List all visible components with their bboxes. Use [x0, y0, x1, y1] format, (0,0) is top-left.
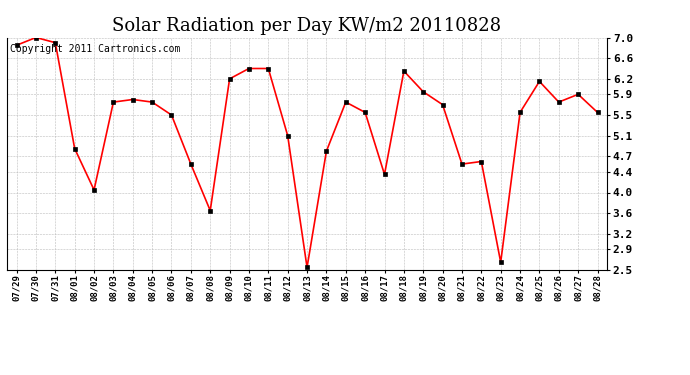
- Text: Copyright 2011 Cartronics.com: Copyright 2011 Cartronics.com: [10, 45, 180, 54]
- Title: Solar Radiation per Day KW/m2 20110828: Solar Radiation per Day KW/m2 20110828: [112, 16, 502, 34]
